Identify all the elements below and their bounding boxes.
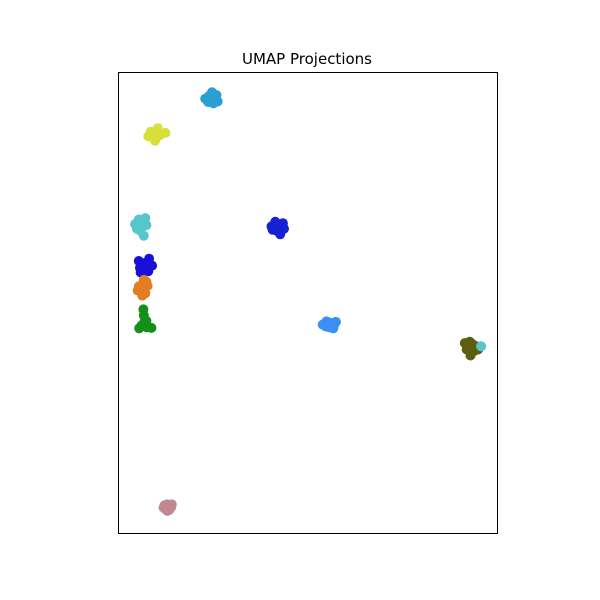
scatter-point-c5-p7 — [137, 290, 148, 301]
scatter-point-c4-p9 — [139, 260, 150, 271]
scatter-point-c9-p0 — [476, 341, 487, 352]
scatter-point-c7-p8 — [323, 319, 334, 330]
scatter-point-c8-p8 — [464, 336, 475, 347]
scatter-point-c2-p7 — [138, 230, 149, 241]
scatter-point-c10-p7 — [159, 500, 170, 511]
scatter-point-c1-p8 — [212, 96, 223, 107]
scatter-point-c1-p7 — [204, 91, 214, 101]
scatter-point-c6-p5 — [146, 322, 157, 333]
plot-frame — [118, 72, 498, 534]
scatter-point-c0-p6 — [160, 127, 171, 138]
scatter-point-c5-p8 — [138, 274, 149, 285]
scatter-points — [130, 87, 487, 516]
scatter-point-c0-p7 — [152, 125, 162, 136]
scatter-point-c6-p7 — [138, 310, 149, 321]
scatter-point-c3-p8 — [271, 222, 282, 233]
scatter-point-c0-p4 — [150, 135, 161, 146]
scatter-point-c8-p6 — [465, 350, 476, 361]
scatter-point-c2-p8 — [135, 216, 145, 227]
chart-title: UMAP Projections — [242, 50, 372, 68]
